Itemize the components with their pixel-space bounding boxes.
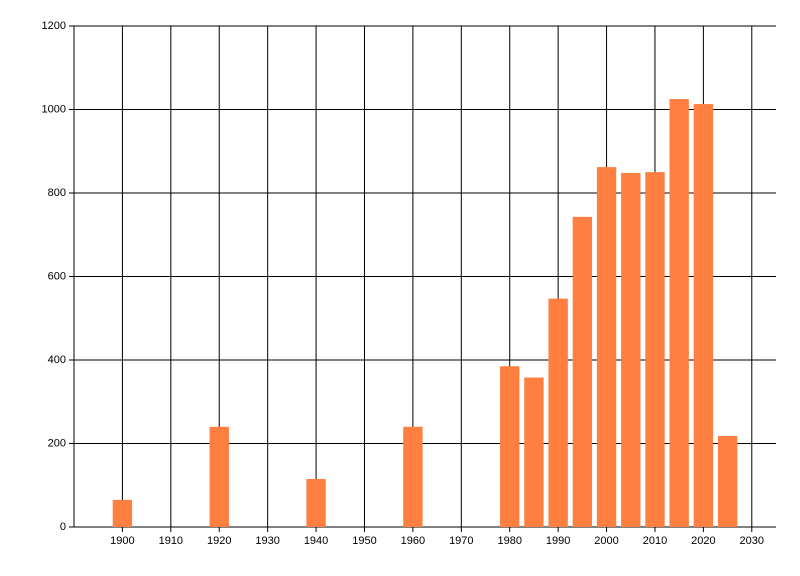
bar (209, 426, 229, 527)
y-tick-label: 200 (48, 437, 66, 449)
y-tick-label: 800 (48, 187, 66, 199)
bar (693, 104, 714, 527)
x-tick-label: 2000 (594, 535, 618, 547)
bar (645, 172, 665, 527)
bar (306, 478, 326, 527)
bar (500, 366, 520, 527)
y-tick-label: 1000 (42, 103, 66, 115)
x-tick-label: 1960 (401, 535, 425, 547)
x-tick-label: 1910 (159, 535, 183, 547)
x-tick-label: 1990 (546, 535, 570, 547)
x-tick-label: 2010 (643, 535, 667, 547)
x-tick-label: 1900 (110, 535, 134, 547)
x-tick-label: 2030 (740, 535, 764, 547)
y-tick-label: 400 (48, 354, 66, 366)
x-tick-label: 1950 (352, 535, 376, 547)
bar (548, 298, 568, 527)
bar (112, 499, 133, 527)
y-tick-label: 1200 (42, 20, 66, 32)
x-tick-label: 1920 (207, 535, 231, 547)
y-tick-label: 0 (60, 521, 66, 533)
x-tick-label: 1940 (304, 535, 328, 547)
bar (572, 216, 593, 528)
bar (403, 426, 423, 527)
x-tick-label: 1930 (255, 535, 279, 547)
bar (524, 377, 544, 527)
bar (669, 99, 689, 527)
x-tick-label: 2020 (691, 535, 715, 547)
bar (717, 435, 738, 527)
x-tick-label: 1970 (449, 535, 473, 547)
bar (621, 172, 641, 527)
bar (596, 167, 617, 528)
y-tick-label: 600 (48, 270, 66, 282)
x-tick-label: 1980 (497, 535, 521, 547)
